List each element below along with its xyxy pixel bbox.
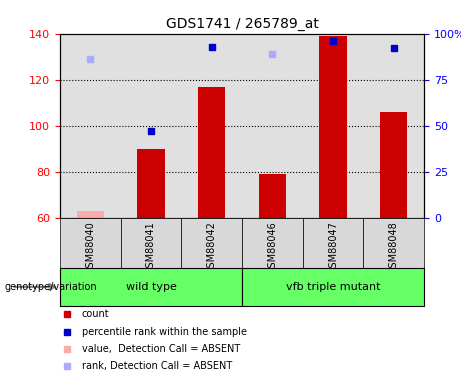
Text: GSM88047: GSM88047 (328, 222, 338, 274)
Bar (60, 268, 242, 306)
Bar (242, 268, 424, 306)
Bar (242, 34, 303, 218)
Bar (60, 217, 121, 268)
Bar (363, 34, 424, 218)
Bar (77, 211, 104, 218)
Text: GSM88040: GSM88040 (85, 222, 95, 274)
Text: GSM88041: GSM88041 (146, 222, 156, 274)
Bar (319, 36, 347, 218)
Bar (60, 34, 121, 218)
Bar (121, 34, 181, 218)
Text: value,  Detection Call = ABSENT: value, Detection Call = ABSENT (82, 344, 240, 354)
Bar (242, 217, 303, 268)
Text: percentile rank within the sample: percentile rank within the sample (82, 327, 247, 337)
Text: GSM88046: GSM88046 (267, 222, 278, 274)
Text: wild type: wild type (125, 282, 177, 292)
Bar (181, 217, 242, 268)
Bar (181, 34, 242, 218)
Bar (303, 34, 363, 218)
Title: GDS1741 / 265789_at: GDS1741 / 265789_at (165, 17, 319, 32)
Bar (121, 217, 181, 268)
Text: GSM88042: GSM88042 (207, 222, 217, 274)
Bar (380, 112, 408, 218)
Bar (363, 217, 424, 268)
Bar (198, 87, 225, 218)
Text: rank, Detection Call = ABSENT: rank, Detection Call = ABSENT (82, 362, 232, 371)
Text: vfb triple mutant: vfb triple mutant (286, 282, 380, 292)
Bar (259, 174, 286, 217)
Bar (137, 148, 165, 217)
Text: genotype/variation: genotype/variation (5, 282, 97, 292)
Bar (303, 217, 363, 268)
Text: count: count (82, 309, 109, 319)
Text: GSM88048: GSM88048 (389, 222, 399, 274)
